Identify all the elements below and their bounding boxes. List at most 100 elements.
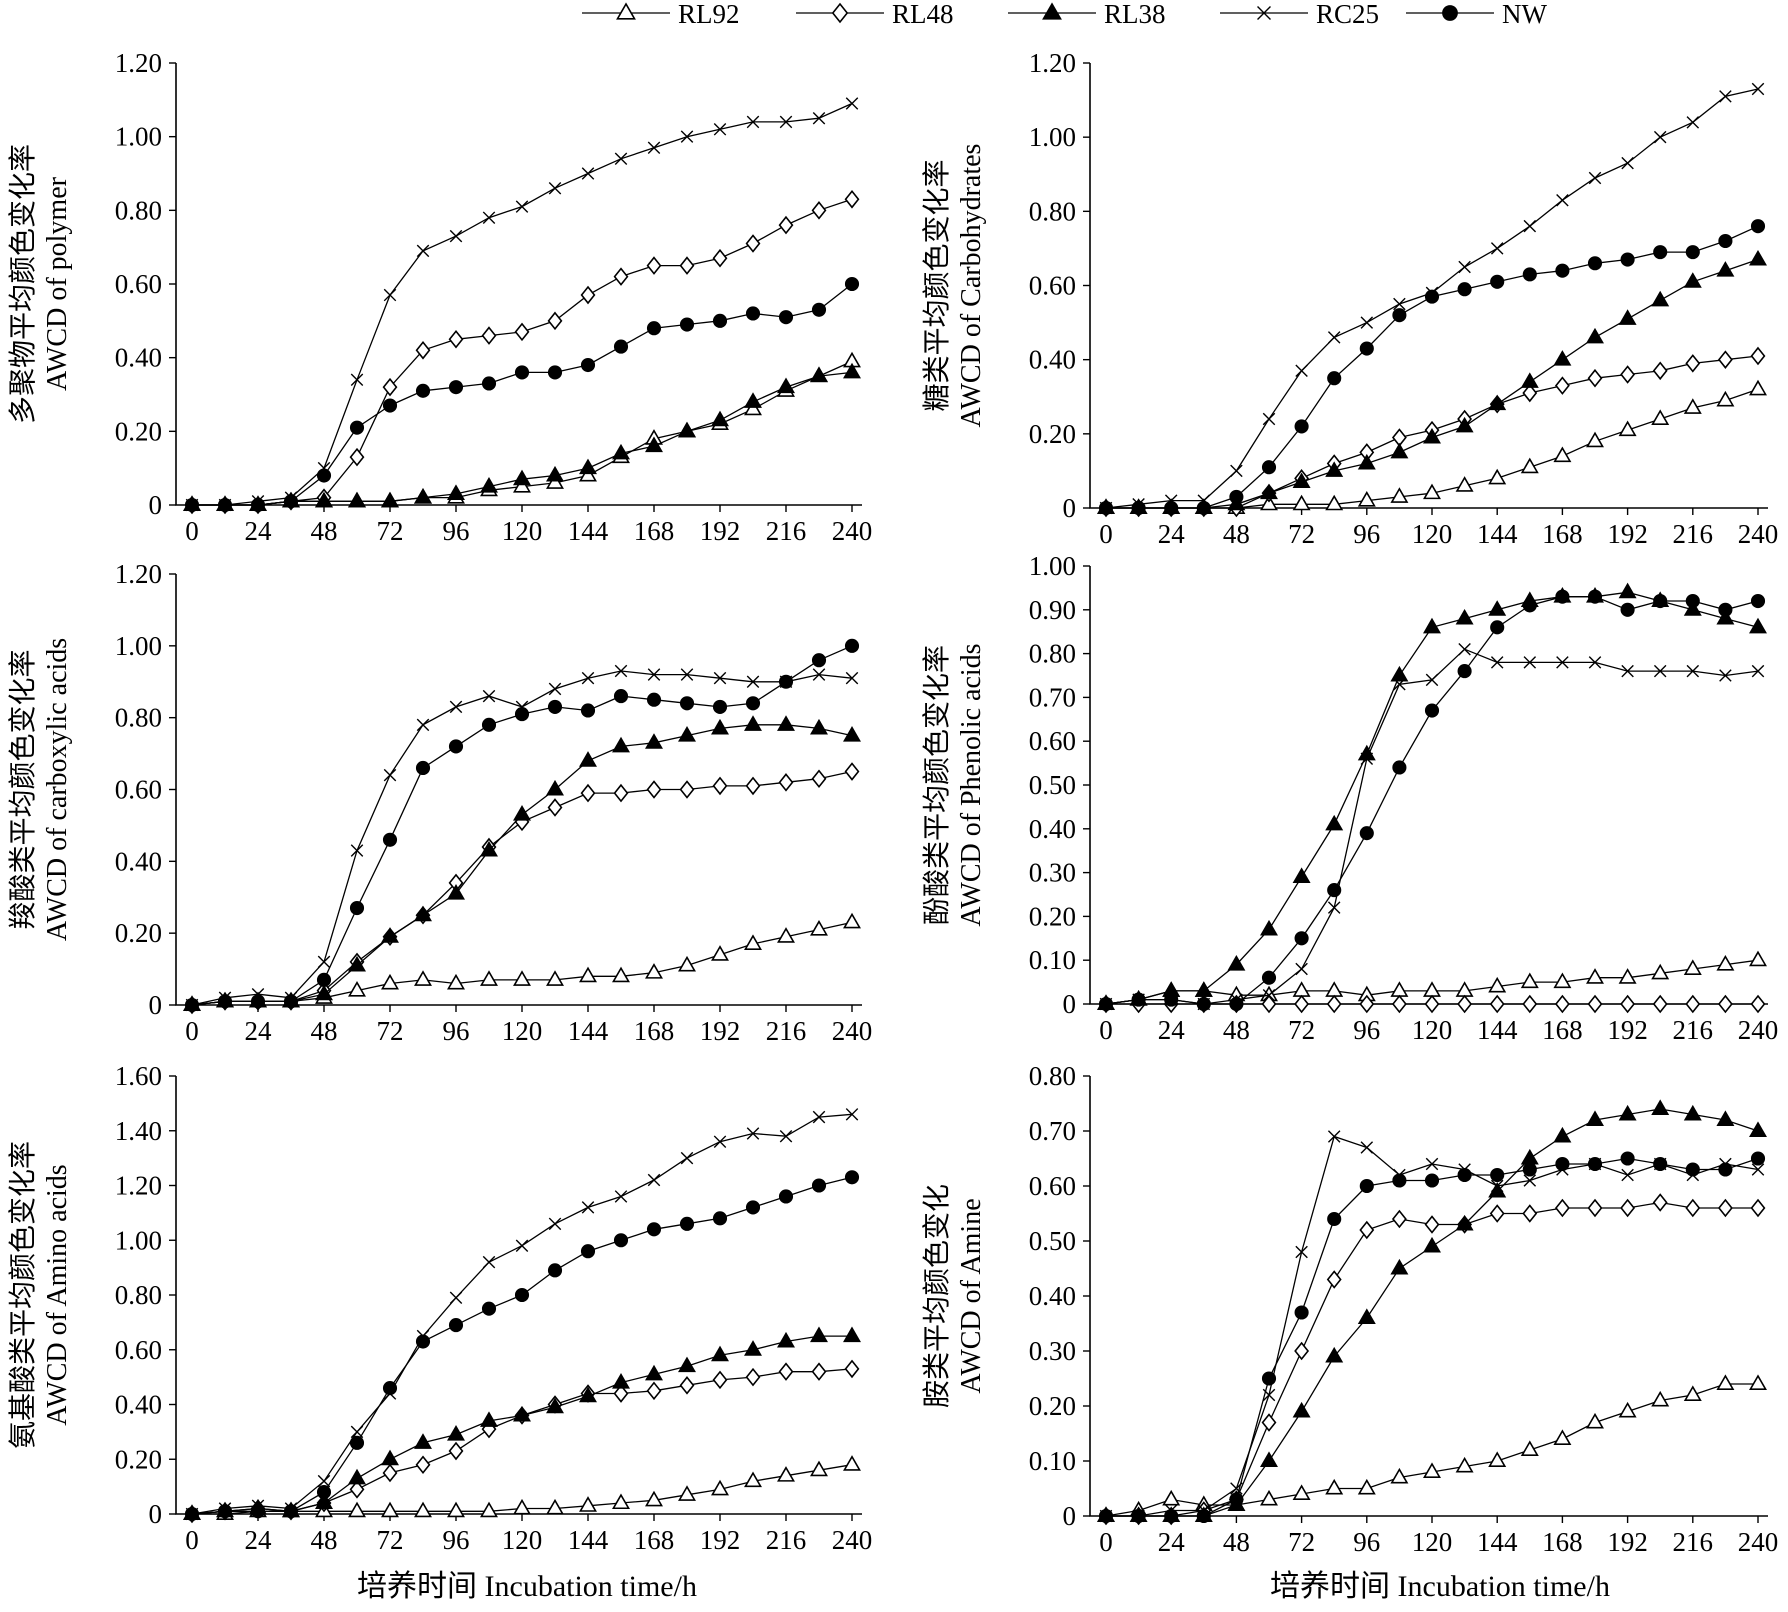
data-point-rl92 <box>1292 494 1311 511</box>
data-point-rl92 <box>1423 1462 1441 1478</box>
data-point-rl48 <box>1522 1204 1538 1223</box>
y-tick-label: 0.40 <box>1029 814 1076 844</box>
data-point-rc25 <box>614 1190 628 1203</box>
data-point-rl38 <box>1194 981 1213 997</box>
legend-entry-rl92: RL92 <box>582 0 740 29</box>
y-tick-label: 0.80 <box>1029 1061 1076 1091</box>
data-point-rl48 <box>679 780 695 799</box>
data-point-rc25 <box>449 229 463 243</box>
data-point-rl92 <box>1455 981 1474 997</box>
data-point-nw <box>844 1170 860 1185</box>
data-point-rl38 <box>1488 394 1507 411</box>
data-point-rc25 <box>1523 1174 1537 1187</box>
data-point-nw <box>745 306 761 321</box>
data-point-nw <box>514 365 530 380</box>
data-point-rl38 <box>1618 309 1637 325</box>
data-point-nw <box>184 1506 200 1522</box>
data-point-nw <box>217 994 233 1009</box>
y-axis-label-line-1: 多聚物平均颜色变化率 <box>7 144 39 424</box>
series-rc25 <box>1099 642 1765 1011</box>
data-point-rc25 <box>1393 678 1406 691</box>
data-point-rl48 <box>1554 1198 1570 1218</box>
data-point-rl92 <box>1683 1385 1702 1401</box>
data-point-rc25 <box>515 200 529 213</box>
y-tick-label: 0.60 <box>115 1335 162 1365</box>
data-point-rl38 <box>546 779 564 796</box>
data-point-rc25 <box>581 167 595 180</box>
data-point-rc25 <box>680 668 694 681</box>
data-point-rl92 <box>1520 1440 1539 1456</box>
data-point-rl92 <box>513 1498 531 1515</box>
data-point-rl92 <box>1260 1489 1278 1506</box>
y-tick-label: 1.00 <box>115 122 162 152</box>
legend-marker-nw <box>1442 5 1458 21</box>
data-point-rl92 <box>1749 950 1767 967</box>
data-point-rl38 <box>612 736 630 753</box>
data-point-rl48 <box>1620 1198 1636 1218</box>
data-point-rl92 <box>1586 968 1604 984</box>
x-tick-label: 192 <box>1607 519 1648 549</box>
data-point-rc25 <box>680 1151 694 1165</box>
data-point-rc25 <box>1230 464 1243 478</box>
legend-marker-rl48 <box>831 2 849 24</box>
x-tick-label: 240 <box>1738 519 1779 549</box>
data-point-nw <box>1424 703 1440 718</box>
data-point-rl38 <box>1292 1401 1311 1418</box>
x-tick-label: 168 <box>1542 519 1583 549</box>
data-point-rl92 <box>1749 1374 1767 1390</box>
y-tick-label: 0.80 <box>115 703 162 733</box>
data-point-rc25 <box>1295 962 1308 976</box>
data-point-rl92 <box>612 1493 630 1510</box>
data-point-rl92 <box>810 1460 828 1477</box>
data-point-rl38 <box>1716 1110 1735 1126</box>
data-point-rl48 <box>844 1359 860 1379</box>
series-line-rl38 <box>191 724 853 1006</box>
data-point-rl38 <box>645 733 663 749</box>
x-tick-label: 48 <box>1223 1015 1250 1045</box>
x-tick-label: 240 <box>1738 1015 1779 1045</box>
x-tick-label: 72 <box>377 1016 404 1046</box>
x-tick-label: 24 <box>245 1525 273 1555</box>
data-point-rl92 <box>1716 954 1735 971</box>
data-point-rl48 <box>1522 383 1538 403</box>
series-rl38 <box>183 715 861 1012</box>
data-point-rl92 <box>513 970 531 986</box>
data-point-rl48 <box>547 311 563 331</box>
x-tick-label: 240 <box>832 1016 873 1046</box>
data-point-rl38 <box>1683 1104 1702 1121</box>
data-point-rl38 <box>1488 600 1507 616</box>
data-point-rl92 <box>810 919 828 936</box>
x-tick-label: 144 <box>568 1016 609 1046</box>
data-point-rc25 <box>614 152 628 166</box>
data-point-rl38 <box>1455 608 1474 625</box>
data-point-rc25 <box>713 123 727 136</box>
data-point-rc25 <box>1490 656 1504 669</box>
data-point-nw <box>1196 996 1211 1012</box>
data-point-nw <box>283 1504 299 1519</box>
x-tick-label: 192 <box>700 1016 741 1046</box>
data-point-rc25 <box>482 211 496 224</box>
data-point-rl38 <box>1325 461 1344 477</box>
data-point-rl48 <box>415 341 431 360</box>
data-point-rc25 <box>614 664 628 678</box>
legend-label-rl48: RL48 <box>892 0 954 29</box>
data-point-nw <box>1750 219 1766 234</box>
data-point-nw <box>1653 593 1668 609</box>
data-point-nw <box>1555 263 1570 278</box>
data-point-rc25 <box>581 671 595 685</box>
data-point-rc25 <box>482 1255 496 1269</box>
x-tick-label: 216 <box>766 516 807 546</box>
data-point-rc25 <box>1425 673 1439 687</box>
y-tick-label: 0 <box>1063 1501 1077 1531</box>
data-point-nw <box>382 1381 398 1396</box>
legend-entry-rl38: RL38 <box>1008 0 1166 29</box>
data-point-rl92 <box>744 934 762 950</box>
data-point-rc25 <box>1295 364 1308 378</box>
legend-entry-rc25: RC25 <box>1220 0 1379 29</box>
y-tick-label: 0.20 <box>1029 419 1076 449</box>
data-point-nw <box>547 1263 563 1278</box>
data-point-rc25 <box>1751 1163 1765 1176</box>
data-point-nw <box>184 997 200 1013</box>
data-point-rl48 <box>448 1441 464 1461</box>
data-point-nw <box>1750 593 1766 609</box>
